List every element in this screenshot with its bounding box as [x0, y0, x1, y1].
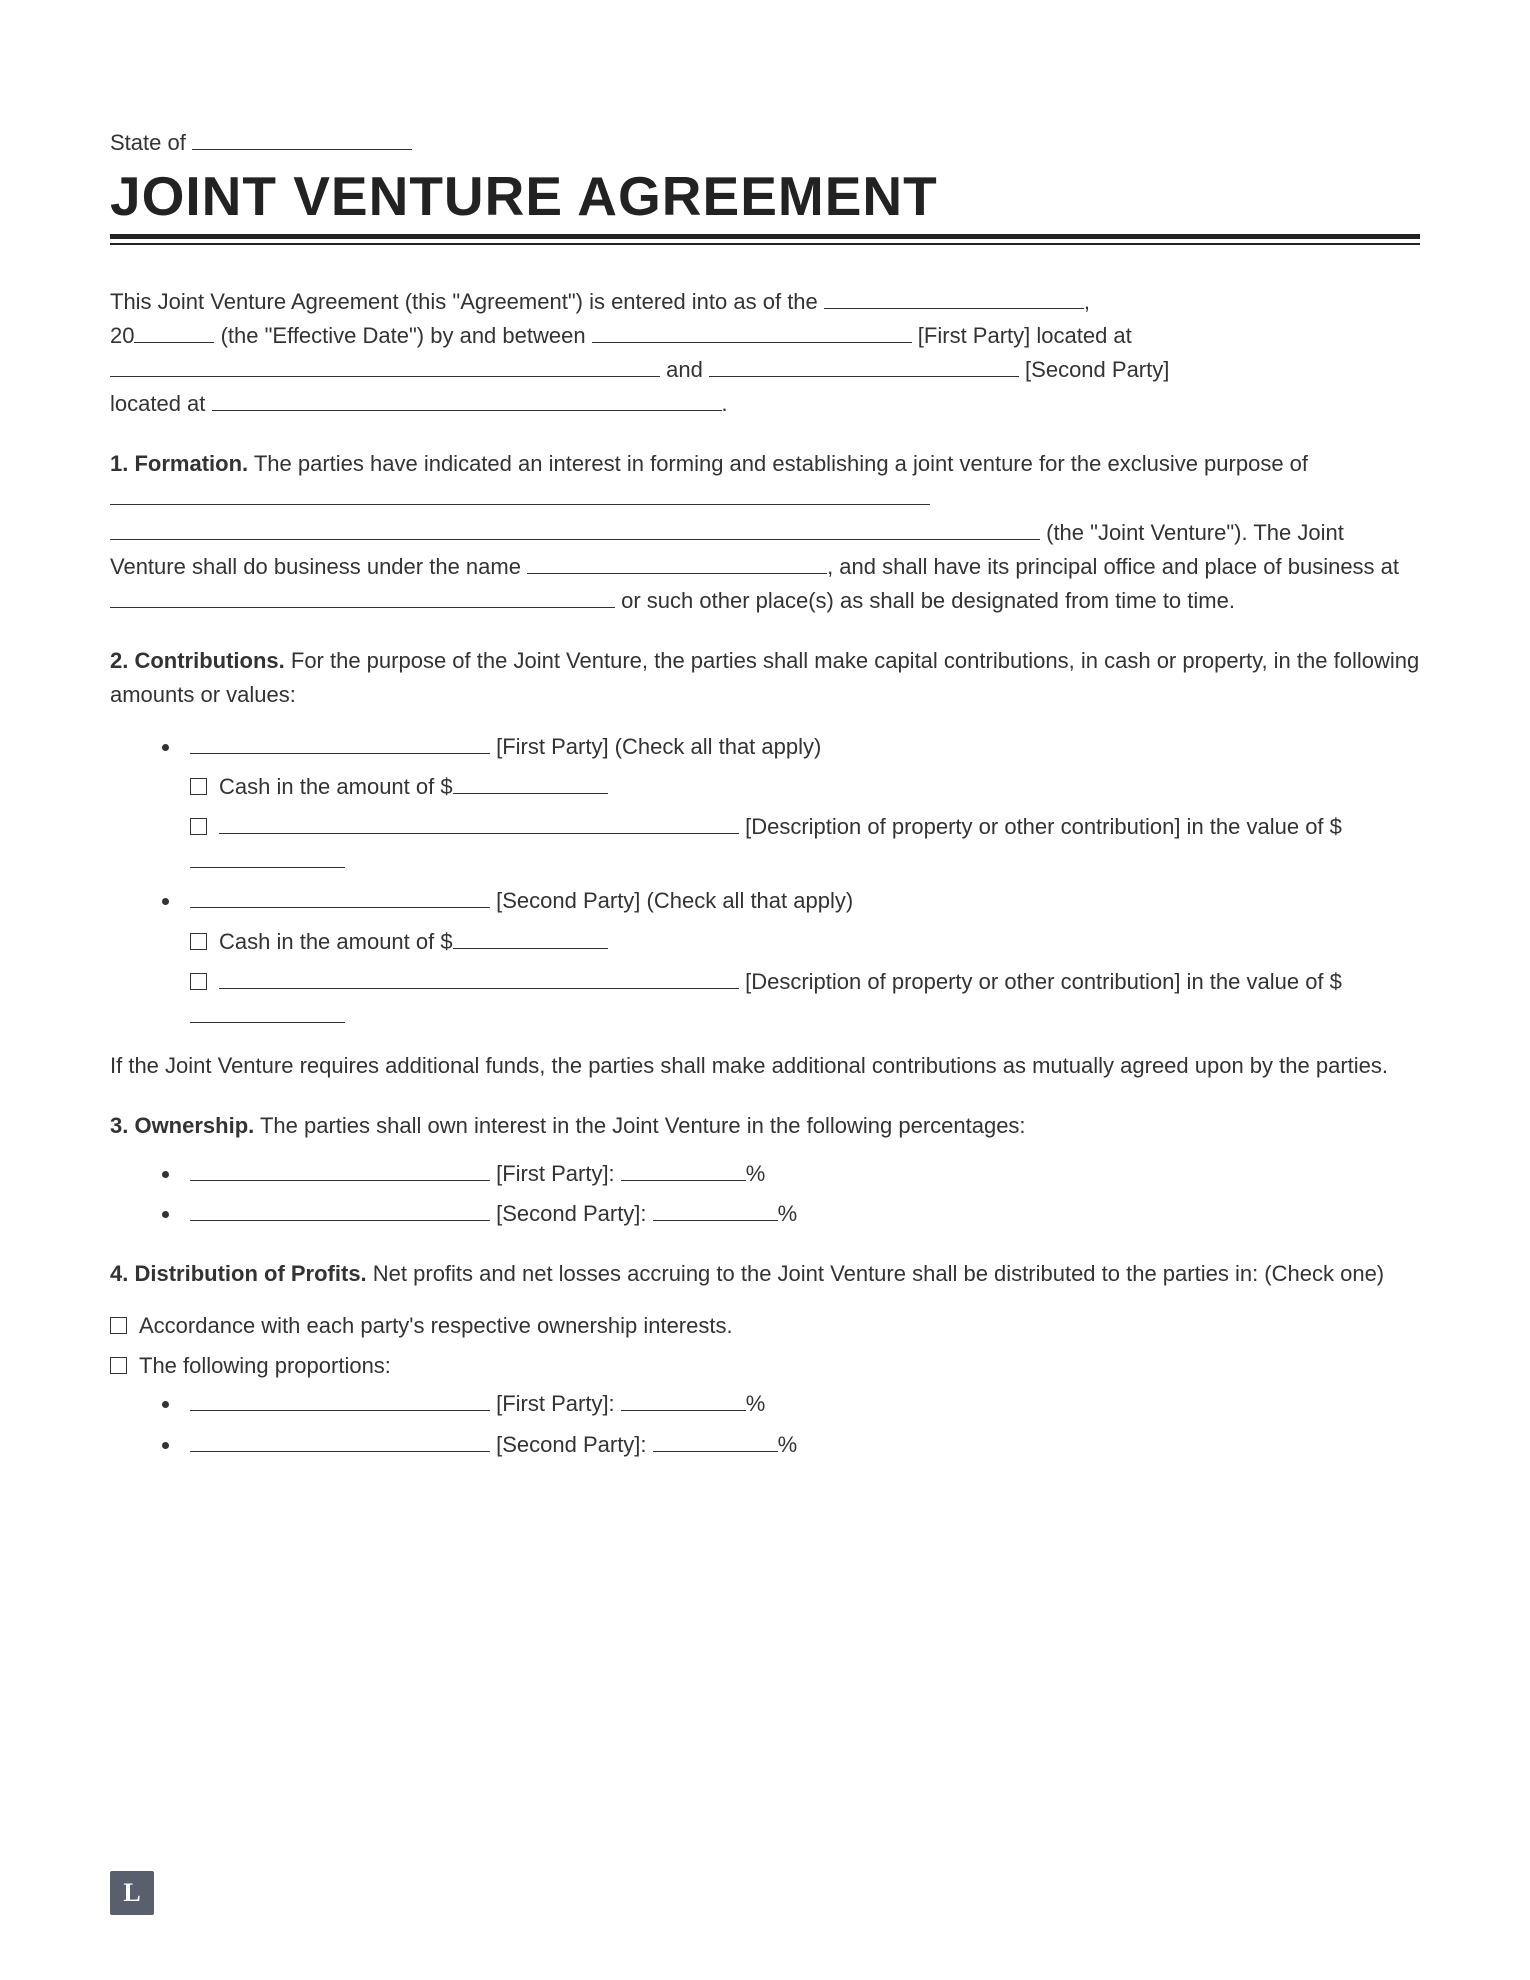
brand-logo: L [110, 1871, 154, 1915]
second-party-cash-line: Cash in the amount of $ [190, 925, 1420, 959]
distribution-p1-pct: % [746, 1391, 766, 1416]
formation-name-blank[interactable] [527, 573, 827, 574]
distribution-text: Net profits and net losses accruing to t… [367, 1261, 1384, 1286]
distribution-p2-label: [Second Party]: [490, 1432, 653, 1457]
second-party-property-desc-blank[interactable] [219, 988, 739, 989]
intro-period: . [722, 391, 728, 416]
first-party-property-checkbox[interactable] [190, 818, 207, 835]
first-party-address-blank[interactable] [110, 376, 660, 377]
intro-year-blank[interactable] [134, 342, 214, 343]
second-party-contrib-name-blank[interactable] [190, 907, 490, 908]
distribution-option-1: Accordance with each party's respective … [110, 1309, 1420, 1343]
ownership-first-party-line: [First Party]: % [182, 1157, 1420, 1191]
contributions-tail: If the Joint Venture requires additional… [110, 1049, 1420, 1083]
section-ownership: 3. Ownership. The parties shall own inte… [110, 1109, 1420, 1231]
second-party-name-blank[interactable] [709, 376, 1019, 377]
distribution-opt2-checkbox[interactable] [110, 1357, 127, 1374]
second-party-property-value-blank[interactable] [190, 1022, 345, 1023]
distribution-opt1-checkbox[interactable] [110, 1317, 127, 1334]
formation-office-blank[interactable] [110, 607, 615, 608]
intro-and: and [660, 357, 709, 382]
first-party-cash-line: Cash in the amount of $ [190, 770, 1420, 804]
ownership-p2-pct: % [778, 1201, 798, 1226]
intro-comma: , [1084, 289, 1090, 314]
distribution-second-pct-blank[interactable] [653, 1451, 778, 1452]
intro-located-at: located at [110, 391, 212, 416]
contribution-second-party: [Second Party] (Check all that apply) Ca… [182, 884, 1420, 1032]
second-party-cash-label: Cash in the amount of $ [219, 929, 453, 954]
intro-date-blank[interactable] [824, 308, 1084, 309]
state-blank[interactable] [192, 149, 412, 150]
ownership-p2-label: [Second Party]: [490, 1201, 653, 1226]
distribution-first-party-line: [First Party]: % [182, 1387, 1420, 1421]
section-distribution: 4. Distribution of Profits. Net profits … [110, 1257, 1420, 1461]
document-title: JOINT VENTURE AGREEMENT [110, 164, 1420, 228]
first-party-contrib-label: [First Party] (Check all that apply) [490, 734, 821, 759]
second-party-property-label: [Description of property or other contri… [739, 969, 1342, 994]
ownership-second-pct-blank[interactable] [653, 1220, 778, 1221]
distribution-second-party-line: [Second Party]: % [182, 1428, 1420, 1462]
first-party-property-desc-blank[interactable] [219, 833, 739, 834]
section-contributions: 2. Contributions. For the purpose of the… [110, 644, 1420, 1083]
ownership-p1-label: [First Party]: [490, 1161, 621, 1186]
ownership-second-party-line: [Second Party]: % [182, 1197, 1420, 1231]
contribution-first-party: [First Party] (Check all that apply) Cas… [182, 730, 1420, 878]
state-label: State of [110, 130, 186, 155]
distribution-first-pct-blank[interactable] [621, 1410, 746, 1411]
distribution-heading: 4. Distribution of Profits. [110, 1261, 367, 1286]
distribution-opt2-label: The following proportions: [139, 1353, 391, 1378]
first-party-property-value-blank[interactable] [190, 867, 345, 868]
intro-text-1: This Joint Venture Agreement (this "Agre… [110, 289, 824, 314]
formation-text-3: , and shall have its principal office an… [827, 554, 1399, 579]
distribution-p1-label: [First Party]: [490, 1391, 621, 1416]
ownership-text: The parties shall own interest in the Jo… [254, 1113, 1025, 1138]
formation-text-4: or such other place(s) as shall be desig… [615, 588, 1235, 613]
contributions-heading: 2. Contributions. [110, 648, 285, 673]
first-party-cash-label: Cash in the amount of $ [219, 774, 453, 799]
formation-purpose-blank-2[interactable] [110, 539, 1040, 540]
contributions-text: For the purpose of the Joint Venture, th… [110, 648, 1419, 707]
second-party-cash-amount-blank[interactable] [453, 948, 608, 949]
distribution-opt1-label: Accordance with each party's respective … [139, 1313, 733, 1338]
second-party-property-checkbox[interactable] [190, 973, 207, 990]
distribution-first-party-blank[interactable] [190, 1410, 490, 1411]
first-party-cash-checkbox[interactable] [190, 778, 207, 795]
second-party-cash-checkbox[interactable] [190, 933, 207, 950]
second-party-address-blank[interactable] [212, 410, 722, 411]
second-party-contrib-label: [Second Party] (Check all that apply) [490, 888, 853, 913]
ownership-first-pct-blank[interactable] [621, 1180, 746, 1181]
intro-paragraph: This Joint Venture Agreement (this "Agre… [110, 285, 1420, 421]
state-of-line: State of [110, 130, 1420, 156]
second-party-property-line: [Description of property or other contri… [190, 965, 1420, 1033]
formation-purpose-blank-1[interactable] [110, 504, 930, 505]
first-party-property-line: [Description of property or other contri… [190, 810, 1420, 878]
distribution-p2-pct: % [778, 1432, 798, 1457]
ownership-first-party-blank[interactable] [190, 1180, 490, 1181]
distribution-second-party-blank[interactable] [190, 1451, 490, 1452]
ownership-p1-pct: % [746, 1161, 766, 1186]
formation-text-1: The parties have indicated an interest i… [248, 451, 1308, 476]
first-party-name-blank[interactable] [592, 342, 912, 343]
formation-heading: 1. Formation. [110, 451, 248, 476]
brand-logo-letter: L [123, 1878, 140, 1908]
intro-text-2: (the "Effective Date") by and between [214, 323, 591, 348]
distribution-option-2: The following proportions: [110, 1349, 1420, 1383]
section-formation: 1. Formation. The parties have indicated… [110, 447, 1420, 617]
ownership-heading: 3. Ownership. [110, 1113, 254, 1138]
first-party-property-label: [Description of property or other contri… [739, 814, 1342, 839]
title-rule-thick [110, 234, 1420, 239]
ownership-second-party-blank[interactable] [190, 1220, 490, 1221]
document-page: State of JOINT VENTURE AGREEMENT This Jo… [0, 0, 1530, 1980]
intro-text-4: [Second Party] [1019, 357, 1169, 382]
intro-text-3: [First Party] located at [912, 323, 1132, 348]
first-party-cash-amount-blank[interactable] [453, 793, 608, 794]
intro-year-prefix: 20 [110, 323, 134, 348]
title-rule-thin [110, 243, 1420, 245]
first-party-contrib-name-blank[interactable] [190, 753, 490, 754]
